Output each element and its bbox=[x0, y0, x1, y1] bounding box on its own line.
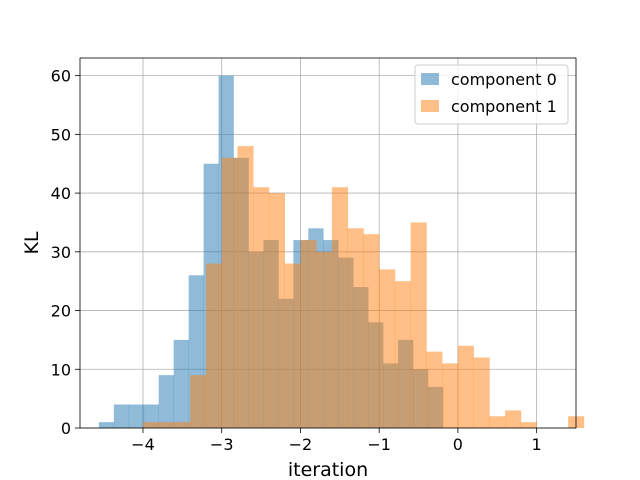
plot-area-frame bbox=[79, 57, 577, 429]
bar-component-1 bbox=[442, 363, 459, 428]
legend-frame bbox=[414, 64, 569, 125]
x-tick-label: −2 bbox=[289, 435, 313, 454]
bar-component-1 bbox=[237, 146, 254, 428]
bar-component-1 bbox=[394, 281, 411, 428]
legend-label-component-1: component 1 bbox=[451, 97, 557, 116]
bar-component-1 bbox=[331, 187, 348, 428]
bar-component-1 bbox=[316, 251, 333, 428]
y-tick-label: 50 bbox=[51, 125, 71, 144]
bar-component-1 bbox=[300, 240, 317, 428]
x-axis-label: iteration bbox=[288, 459, 368, 480]
bar-component-0 bbox=[113, 404, 130, 428]
y-tick-label: 0 bbox=[61, 419, 71, 438]
bar-component-1 bbox=[221, 157, 238, 429]
legend-swatch-component-1 bbox=[421, 100, 439, 112]
y-tick-label: 30 bbox=[51, 243, 71, 262]
bar-component-1 bbox=[426, 351, 443, 428]
bar-component-1 bbox=[174, 422, 191, 428]
bar-component-0 bbox=[158, 375, 174, 428]
legend-label-component-0: component 0 bbox=[451, 70, 557, 89]
bar-component-1 bbox=[284, 263, 301, 428]
bar-component-1 bbox=[505, 410, 522, 428]
bar-component-1 bbox=[190, 375, 207, 428]
bar-component-1 bbox=[473, 357, 490, 428]
bar-component-1 bbox=[205, 263, 223, 428]
y-tick-label: 40 bbox=[51, 184, 71, 203]
bar-component-1 bbox=[520, 422, 537, 428]
bar-component-1 bbox=[489, 416, 506, 428]
bar-component-0 bbox=[98, 422, 115, 428]
bar-component-1 bbox=[158, 422, 175, 428]
bar-component-1 bbox=[268, 193, 285, 428]
y-axis-label: KL bbox=[21, 231, 43, 254]
bar-component-0 bbox=[128, 404, 145, 428]
bar-component-1 bbox=[347, 228, 364, 428]
bar-component-1 bbox=[379, 269, 396, 428]
x-tick-label: 0 bbox=[453, 435, 463, 454]
bars bbox=[98, 75, 585, 429]
legend: component 0 component 1 bbox=[414, 64, 569, 125]
y-tick-label: 60 bbox=[51, 67, 71, 86]
y-tick-label: 10 bbox=[51, 360, 71, 379]
x-tick-label: −3 bbox=[210, 435, 234, 454]
bar-component-1 bbox=[457, 345, 474, 428]
legend-swatch-component-0 bbox=[421, 73, 439, 85]
bar-component-1 bbox=[142, 422, 160, 428]
bar-component-1 bbox=[253, 187, 270, 428]
x-tick-label: −1 bbox=[367, 435, 391, 454]
x-tick-label: 1 bbox=[532, 435, 542, 454]
bar-component-0 bbox=[173, 339, 189, 428]
y-tick-label: 20 bbox=[51, 302, 71, 321]
bar-component-1 bbox=[410, 222, 427, 428]
bar-component-1 bbox=[363, 234, 380, 428]
x-tick-label: −4 bbox=[131, 435, 155, 454]
